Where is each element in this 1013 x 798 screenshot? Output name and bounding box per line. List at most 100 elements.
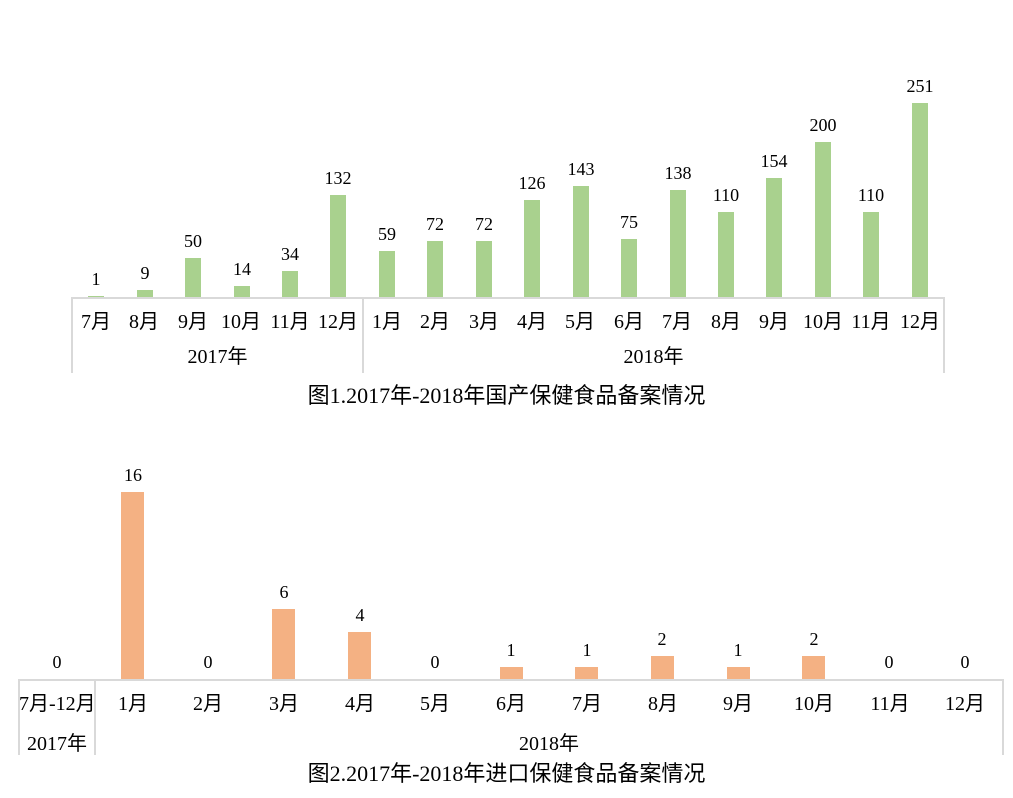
imported-axis-right-border xyxy=(1002,679,1004,755)
domestic-month-tick-label: 3月 xyxy=(469,311,499,333)
domestic-bar-value-label: 154 xyxy=(760,151,788,171)
domestic-x-axis-line xyxy=(71,297,945,299)
imported-bar-value-label: 0 xyxy=(430,652,440,672)
domestic-month-tick-label: 11月 xyxy=(270,311,310,333)
imported-bar xyxy=(121,492,144,679)
domestic-bar-value-label: 14 xyxy=(233,259,251,279)
domestic-bar xyxy=(766,178,782,297)
imported-bar-value-label: 2 xyxy=(657,629,667,649)
domestic-month-tick-label: 9月 xyxy=(759,311,789,333)
domestic-bar-value-label: 126 xyxy=(518,173,546,193)
imported-bar-value-label: 0 xyxy=(884,652,894,672)
imported-bar xyxy=(272,609,295,679)
imported-month-tick-label: 6月 xyxy=(496,693,526,715)
imported-bar-value-label: 1 xyxy=(506,640,516,660)
domestic-bar-value-label: 251 xyxy=(906,76,934,96)
imported-month-tick-label: 2月 xyxy=(193,693,223,715)
imported-bar-value-label: 0 xyxy=(203,652,213,672)
domestic-bar-value-label: 1 xyxy=(91,269,101,289)
domestic-month-tick-label: 10月 xyxy=(221,311,261,333)
domestic-bar xyxy=(573,186,589,297)
domestic-bar xyxy=(282,271,298,297)
imported-x-axis-line xyxy=(18,679,1004,681)
imported-month-tick-label: 4月 xyxy=(345,693,375,715)
domestic-bar-value-label: 132 xyxy=(324,168,352,188)
imported-year-label: 2017年 xyxy=(27,733,87,755)
domestic-month-tick-label: 12月 xyxy=(900,311,940,333)
imported-month-tick-label: 8月 xyxy=(648,693,678,715)
imported-bar xyxy=(802,656,825,679)
domestic-bar xyxy=(330,195,346,297)
domestic-year-label: 2017年 xyxy=(187,346,248,368)
domestic-bar xyxy=(670,190,686,297)
imported-bar-value-label: 16 xyxy=(124,465,142,485)
domestic-axis-left-border xyxy=(71,297,73,373)
domestic-bar-value-label: 72 xyxy=(426,214,444,234)
imported-month-tick-label: 5月 xyxy=(420,693,450,715)
imported-bar-value-label: 2 xyxy=(809,629,819,649)
domestic-chart-title: 图1.2017年-2018年国产保健食品备案情况 xyxy=(307,383,706,408)
domestic-bar xyxy=(379,251,395,297)
domestic-bar xyxy=(912,103,928,297)
domestic-month-tick-label: 12月 xyxy=(318,311,358,333)
domestic-bar-value-label: 59 xyxy=(378,224,396,244)
imported-month-tick-label: 10月 xyxy=(794,693,834,715)
imported-bar-value-label: 0 xyxy=(52,652,62,672)
domestic-bar xyxy=(718,212,734,297)
domestic-bar-value-label: 75 xyxy=(620,212,638,232)
domestic-month-tick-label: 8月 xyxy=(129,311,159,333)
domestic-bar xyxy=(815,142,831,297)
domestic-month-tick-label: 7月 xyxy=(662,311,692,333)
domestic-bar-value-label: 110 xyxy=(712,185,740,205)
domestic-bar-value-label: 200 xyxy=(809,115,837,135)
domestic-year-label: 2018年 xyxy=(623,346,684,368)
imported-bar-value-label: 0 xyxy=(960,652,970,672)
domestic-month-tick-label: 1月 xyxy=(372,311,402,333)
imported-bar-value-label: 1 xyxy=(733,640,743,660)
domestic-month-tick-label: 10月 xyxy=(803,311,843,333)
imported-month-tick-label: 7月-12月 xyxy=(19,693,96,715)
domestic-bar-value-label: 138 xyxy=(664,163,692,183)
domestic-bar-value-label: 9 xyxy=(140,263,150,283)
imported-bar xyxy=(575,667,598,679)
domestic-bar xyxy=(524,200,540,297)
domestic-month-tick-label: 2月 xyxy=(420,311,450,333)
domestic-month-tick-label: 11月 xyxy=(851,311,891,333)
domestic-bar-value-label: 34 xyxy=(281,244,299,264)
domestic-month-tick-label: 8月 xyxy=(711,311,741,333)
domestic-bar-value-label: 50 xyxy=(184,231,202,251)
domestic-bar-value-label: 72 xyxy=(475,214,493,234)
imported-month-tick-label: 9月 xyxy=(723,693,753,715)
imported-bar xyxy=(348,632,371,679)
imported-chart-title: 图2.2017年-2018年进口保健食品备案情况 xyxy=(307,761,706,786)
domestic-bar xyxy=(137,290,153,297)
imported-bar-value-label: 4 xyxy=(355,605,365,625)
imported-month-tick-label: 11月 xyxy=(870,693,910,715)
domestic-bar xyxy=(185,258,201,297)
domestic-month-tick-label: 5月 xyxy=(565,311,595,333)
domestic-bar xyxy=(234,286,250,297)
domestic-bar xyxy=(427,241,443,297)
domestic-year-divider-line xyxy=(362,297,364,373)
domestic-bar-value-label: 110 xyxy=(857,185,885,205)
domestic-month-tick-label: 9月 xyxy=(178,311,208,333)
imported-bar-value-label: 1 xyxy=(582,640,592,660)
imported-bar-value-label: 6 xyxy=(279,582,289,602)
imported-axis-left-border xyxy=(18,679,20,755)
domestic-bar-value-label: 143 xyxy=(567,159,595,179)
imported-bar xyxy=(727,667,750,679)
domestic-bar xyxy=(863,212,879,297)
domestic-month-tick-label: 7月 xyxy=(81,311,111,333)
domestic-month-tick-label: 4月 xyxy=(517,311,547,333)
imported-bar xyxy=(651,656,674,679)
imported-month-tick-label: 7月 xyxy=(572,693,602,715)
imported-month-tick-label: 12月 xyxy=(945,693,985,715)
domestic-bar xyxy=(476,241,492,297)
imported-month-tick-label: 3月 xyxy=(269,693,299,715)
domestic-axis-right-border xyxy=(943,297,945,373)
domestic-bar xyxy=(621,239,637,297)
imported-bar xyxy=(500,667,523,679)
imported-year-label: 2018年 xyxy=(519,733,579,755)
imported-month-tick-label: 1月 xyxy=(118,693,148,715)
